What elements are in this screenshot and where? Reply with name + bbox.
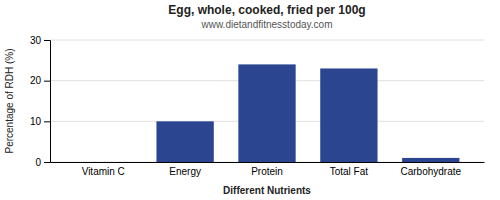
- axis-line: [51, 162, 485, 163]
- tick: 20: [30, 75, 50, 86]
- tick: 30: [30, 35, 50, 46]
- plot-area: 0 10 20 30 Vitamin C Energy Protein Total Fat Ca…: [30, 35, 485, 177]
- subtitle: www.dietandfitnesstoday.com: [201, 19, 333, 30]
- tick: Total Fat: [330, 166, 369, 177]
- tick-label: 0: [35, 157, 41, 168]
- tick-mark: [44, 121, 50, 122]
- y-axis: 0 10 20 30: [30, 35, 51, 168]
- tick-label: Vitamin C: [82, 166, 125, 177]
- tick-label: 10: [30, 116, 42, 127]
- tick-label: 30: [30, 35, 42, 46]
- grid-line: [50, 40, 484, 41]
- tick-mark: [44, 162, 50, 163]
- tick-label: 20: [30, 75, 42, 86]
- tick-mark: [44, 40, 50, 41]
- tick: Vitamin C: [82, 166, 125, 177]
- bar: [320, 68, 377, 162]
- chart: Egg, whole, cooked, fried per 100g www.di…: [0, 0, 500, 200]
- axis-line: [44, 41, 51, 163]
- bar: [156, 121, 213, 162]
- grid: [50, 40, 484, 162]
- x-axis-label: Different Nutrients: [223, 185, 311, 196]
- tick: Protein: [251, 166, 283, 177]
- tick-mark: [44, 81, 50, 82]
- x-axis: Vitamin C Energy Protein Total Fat Carbohydr…: [51, 163, 485, 178]
- bar: [402, 158, 459, 162]
- bars: [156, 64, 459, 162]
- tick-label: Total Fat: [330, 166, 369, 177]
- tick-label: Energy: [169, 166, 201, 177]
- tick: 0: [35, 157, 50, 168]
- bar: [238, 64, 295, 162]
- bar: [75, 162, 132, 163]
- title: Egg, whole, cooked, fried per 100g: [168, 3, 365, 17]
- tick: Energy: [169, 166, 201, 177]
- y-axis-label: Percentage of RDH (%): [4, 48, 15, 153]
- tick-label: Carbohydrate: [400, 166, 461, 177]
- tick-label: Protein: [251, 166, 283, 177]
- tick: Carbohydrate: [400, 166, 461, 177]
- tick: 10: [30, 116, 50, 127]
